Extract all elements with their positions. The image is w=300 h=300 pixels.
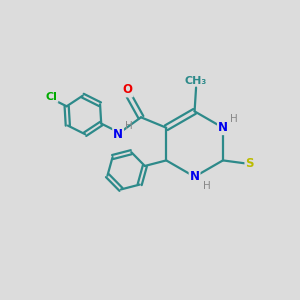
Text: S: S — [245, 157, 254, 170]
Text: N: N — [218, 121, 228, 134]
Text: N: N — [190, 170, 200, 183]
Text: H: H — [202, 181, 210, 191]
Text: H: H — [230, 114, 238, 124]
Text: H: H — [124, 121, 132, 131]
Text: N: N — [113, 128, 123, 141]
Text: O: O — [123, 83, 133, 97]
Text: Cl: Cl — [46, 92, 57, 102]
Text: CH₃: CH₃ — [185, 76, 207, 86]
